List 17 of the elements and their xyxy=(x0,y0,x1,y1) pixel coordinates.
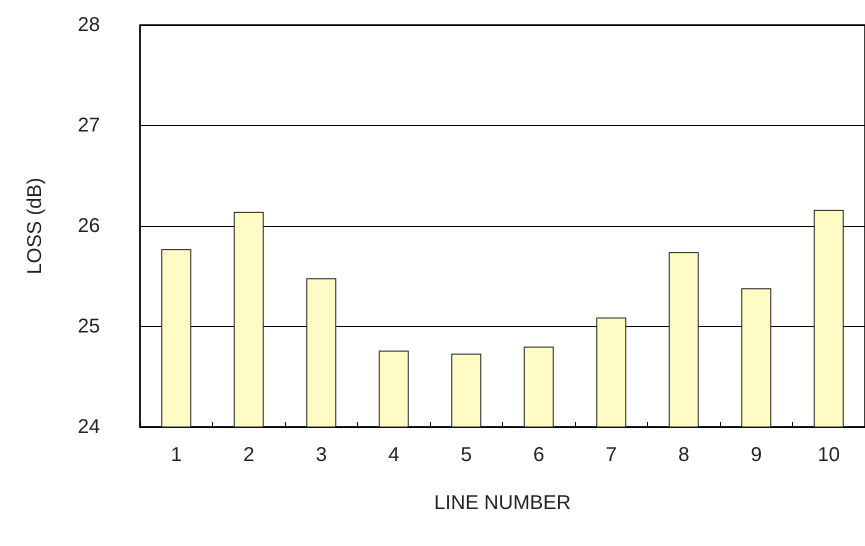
x-tick-label: 1 xyxy=(170,444,182,466)
x-tick-label: 5 xyxy=(460,444,472,466)
y-tick-label: 28 xyxy=(78,14,100,36)
x-tick-label: 2 xyxy=(243,444,254,466)
x-tick-label: 8 xyxy=(678,444,690,466)
x-axis-title: LINE NUMBER xyxy=(434,492,571,514)
x-tick-label: 9 xyxy=(750,444,762,466)
x-tick-label: 4 xyxy=(388,444,400,466)
x-tick-label: 10 xyxy=(818,444,840,466)
y-tick-label: 27 xyxy=(78,114,100,136)
x-tick-label: 6 xyxy=(533,444,544,466)
x-tick-label: 7 xyxy=(606,444,617,466)
y-tick-label: 24 xyxy=(78,416,100,438)
y-axis-title: LOSS (dB) xyxy=(24,178,46,274)
y-tick-label: 26 xyxy=(78,215,100,237)
x-tick-label: 3 xyxy=(316,444,327,466)
y-tick-label: 25 xyxy=(78,316,100,338)
